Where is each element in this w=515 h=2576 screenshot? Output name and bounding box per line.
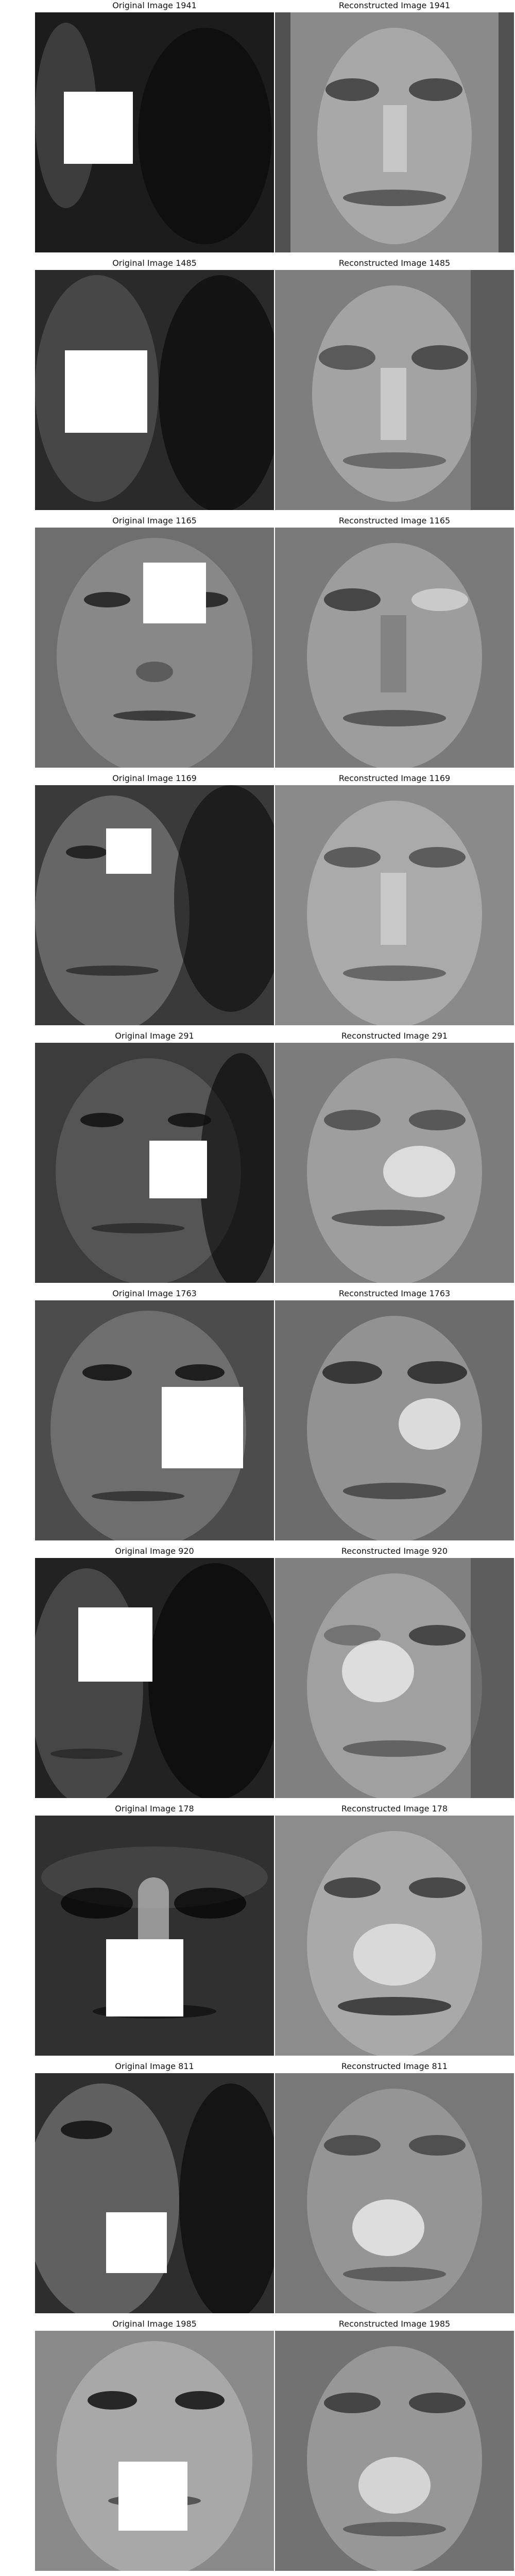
reconstructed-face-image: [275, 528, 514, 768]
original-face-image: [35, 1043, 274, 1283]
occlusion-patch: [162, 1387, 243, 1468]
reconstructed-face-image: [275, 1300, 514, 1540]
reconstructed-face-image: [275, 785, 514, 1025]
occlusion-patch: [106, 828, 151, 874]
reconstructed-title: Reconstructed Image 1941: [338, 1, 451, 10]
original-title: Original Image 1169: [112, 773, 197, 783]
original-face-image: [35, 12, 274, 252]
occlusion-patch: [118, 2462, 187, 2531]
reconstructed-face-image: [275, 2331, 514, 2571]
reconstructed-title: Reconstructed Image 178: [341, 1804, 448, 1814]
reconstructed-face-image: [275, 2073, 514, 2313]
original-face-image: [35, 1816, 274, 2056]
original-title: Original Image 1165: [112, 516, 197, 526]
reconstructed-face-image: [275, 1558, 514, 1798]
original-face-image: [35, 2331, 274, 2571]
occlusion-patch: [78, 1607, 152, 1682]
reconstructed-face-image: [275, 1816, 514, 2056]
reconstructed-title: Reconstructed Image 1169: [338, 773, 451, 783]
occlusion-patch: [65, 350, 147, 433]
original-face-image: [35, 1300, 274, 1540]
original-title: Original Image 1941: [112, 1, 197, 10]
reconstructed-title: Reconstructed Image 1985: [338, 2319, 451, 2329]
reconstructed-title: Reconstructed Image 920: [341, 1546, 448, 1556]
original-face-image: [35, 2073, 274, 2313]
occlusion-patch: [143, 563, 206, 623]
occlusion-patch: [106, 1939, 183, 2016]
occlusion-patch: [149, 1141, 207, 1198]
occlusion-patch: [64, 92, 133, 164]
original-title: Original Image 1485: [112, 258, 197, 268]
original-title: Original Image 920: [115, 1546, 194, 1556]
occlusion-patch: [106, 2212, 167, 2273]
original-title: Original Image 291: [115, 1031, 194, 1041]
reconstructed-title: Reconstructed Image 291: [341, 1031, 448, 1041]
reconstructed-face-image: [275, 1043, 514, 1283]
original-title: Original Image 1985: [112, 2319, 197, 2329]
original-face-image: [35, 270, 274, 510]
original-face-image: [35, 1558, 274, 1798]
reconstructed-title: Reconstructed Image 811: [341, 2061, 448, 2071]
reconstructed-title: Reconstructed Image 1165: [338, 516, 451, 526]
reconstructed-title: Reconstructed Image 1485: [338, 258, 451, 268]
reconstructed-face-image: [275, 12, 514, 252]
original-title: Original Image 178: [115, 1804, 194, 1814]
reconstructed-face-image: [275, 270, 514, 510]
original-title: Original Image 1763: [112, 1289, 197, 1298]
original-face-image: [35, 785, 274, 1025]
original-face-image: [35, 528, 274, 768]
reconstructed-title: Reconstructed Image 1763: [338, 1289, 451, 1298]
original-title: Original Image 811: [115, 2061, 194, 2071]
